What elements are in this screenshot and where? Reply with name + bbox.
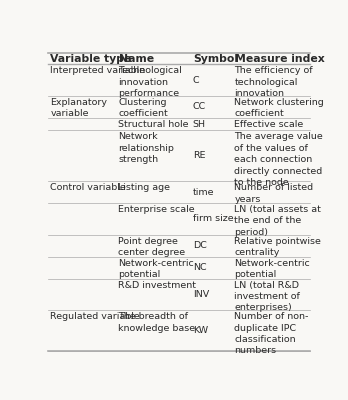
- Text: Effective scale: Effective scale: [235, 120, 304, 129]
- Text: Number of listed
years: Number of listed years: [235, 183, 314, 204]
- Text: Network
relationship
strength: Network relationship strength: [118, 132, 174, 164]
- Text: Symbol: Symbol: [193, 54, 238, 64]
- Text: Point degree
center degree: Point degree center degree: [118, 237, 185, 257]
- Text: time: time: [193, 188, 214, 197]
- Text: SH: SH: [193, 120, 206, 129]
- Text: Number of non-
duplicate IPC
classification
numbers: Number of non- duplicate IPC classificat…: [235, 312, 309, 356]
- Text: The breadth of
knowledge base: The breadth of knowledge base: [118, 312, 196, 332]
- Text: Enterprise scale: Enterprise scale: [118, 205, 195, 214]
- Text: KW: KW: [193, 326, 208, 335]
- Text: DC: DC: [193, 241, 206, 250]
- Text: INV: INV: [193, 290, 209, 299]
- Text: Variable type: Variable type: [50, 54, 132, 64]
- Text: Interpreted variable: Interpreted variable: [50, 66, 145, 75]
- Text: Name: Name: [119, 54, 155, 64]
- Text: Network-centric
potential: Network-centric potential: [235, 258, 310, 279]
- Text: The average value
of the values of
each connection
directly connected
to the nod: The average value of the values of each …: [235, 132, 323, 187]
- Text: Regulated variable: Regulated variable: [50, 312, 140, 321]
- Text: LN (total assets at
the end of the
period): LN (total assets at the end of the perio…: [235, 205, 321, 237]
- Text: Network-centric
potential: Network-centric potential: [118, 258, 194, 279]
- Text: The efficiency of
technological
innovation: The efficiency of technological innovati…: [235, 66, 313, 98]
- Text: Control variable: Control variable: [50, 183, 126, 192]
- Text: NC: NC: [193, 263, 206, 272]
- Text: Technological
innovation
performance: Technological innovation performance: [118, 66, 182, 98]
- Text: RE: RE: [193, 151, 205, 160]
- Text: CC: CC: [193, 102, 206, 112]
- Text: C: C: [193, 76, 199, 85]
- Text: firm size: firm size: [193, 214, 233, 223]
- Text: Relative pointwise
centrality: Relative pointwise centrality: [235, 237, 321, 257]
- Text: Structural hole: Structural hole: [118, 120, 189, 129]
- Text: Clustering
coefficient: Clustering coefficient: [118, 98, 168, 118]
- Text: R&D investment: R&D investment: [118, 280, 197, 290]
- Text: Network clustering
coefficient: Network clustering coefficient: [235, 98, 324, 118]
- Text: Measure index: Measure index: [235, 54, 325, 64]
- Text: LN (total R&D
investment of
enterprises): LN (total R&D investment of enterprises): [235, 280, 300, 312]
- Text: Explanatory
variable: Explanatory variable: [50, 98, 108, 118]
- Text: Listing age: Listing age: [118, 183, 171, 192]
